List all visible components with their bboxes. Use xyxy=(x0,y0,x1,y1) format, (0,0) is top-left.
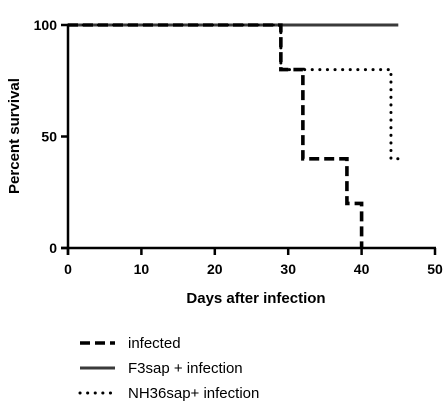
x-tick-label: 10 xyxy=(134,261,150,277)
y-axis-title: Percent survival xyxy=(6,78,23,194)
x-tick-label: 20 xyxy=(207,261,223,277)
x-axis-title: Days after infection xyxy=(186,290,325,307)
series-line-infected xyxy=(68,23,364,248)
x-tick-label: 40 xyxy=(354,261,370,277)
legend: infected F3sap + infection NH36sap+ infect… xyxy=(78,335,259,402)
x-axis: 0 10 20 30 40 50 xyxy=(61,246,443,277)
x-tick-label: 30 xyxy=(280,261,296,277)
x-tick-label: 0 xyxy=(64,261,72,277)
y-tick-label: 100 xyxy=(34,17,58,33)
x-tick-label: 50 xyxy=(427,261,443,277)
legend-label: infected xyxy=(128,335,181,352)
y-axis: 0 50 100 xyxy=(34,17,70,256)
plot-series xyxy=(66,23,400,248)
legend-label: NH36sap+ infection xyxy=(128,385,259,402)
legend-label: F3sap + infection xyxy=(128,360,243,377)
y-tick-label: 50 xyxy=(41,129,57,145)
series-line-nh36sap-infection xyxy=(66,23,400,161)
y-tick-label: 0 xyxy=(49,240,57,256)
